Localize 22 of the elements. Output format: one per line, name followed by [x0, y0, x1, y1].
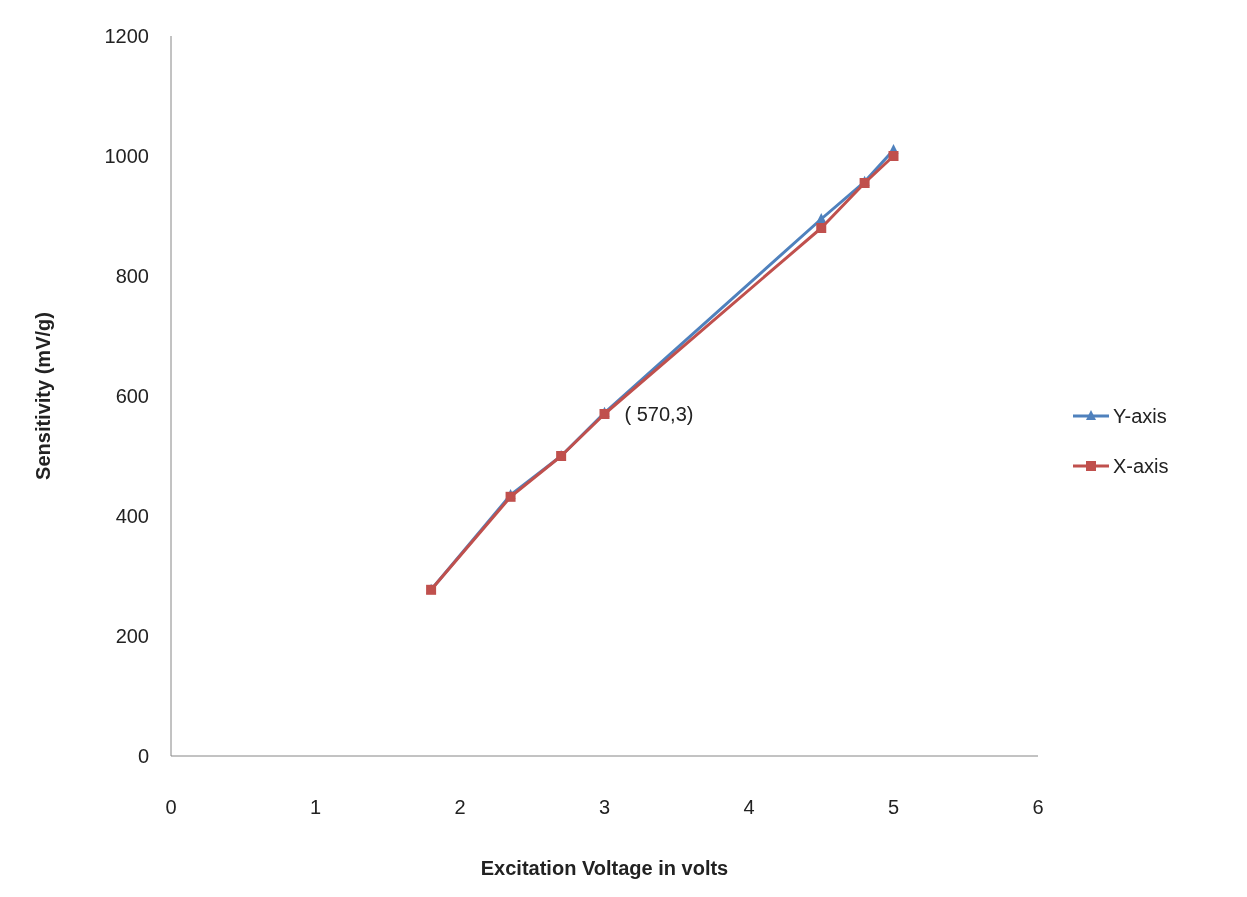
- point: [816, 223, 827, 233]
- y-tick-label: 1200: [104, 25, 149, 47]
- annotation: ( 570,3): [624, 403, 694, 425]
- legend-label: Y-axis: [1113, 405, 1167, 427]
- y-axis-title: Sensitivity (mV/g): [32, 312, 54, 480]
- x-tick-label: 0: [165, 796, 177, 818]
- x-tick-label: 4: [743, 796, 755, 818]
- point: [888, 151, 899, 161]
- x-tick-label: 5: [887, 796, 900, 818]
- y-tick-label: 400: [115, 505, 149, 527]
- x-tick-label: 2: [454, 796, 466, 818]
- x-tick-label: 3: [598, 796, 611, 818]
- y-tick-label: 600: [115, 385, 149, 407]
- y-tick-label: 1000: [104, 145, 149, 167]
- point: [816, 213, 827, 223]
- x-tick-label: 6: [1032, 796, 1044, 818]
- x-axis-title: Excitation Voltage in volts: [480, 857, 729, 879]
- legend-label: X-axis: [1113, 455, 1169, 477]
- y-tick-label: 0: [137, 745, 149, 767]
- y-tick-label: 800: [115, 265, 149, 287]
- x-tick-label: 1: [309, 796, 322, 818]
- y-tick-label: 200: [115, 625, 149, 647]
